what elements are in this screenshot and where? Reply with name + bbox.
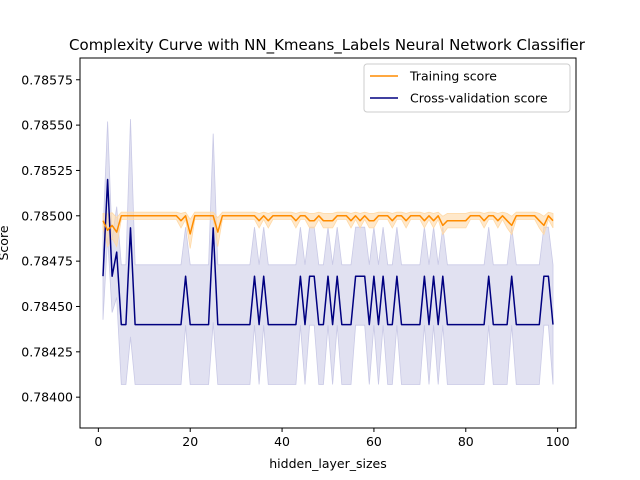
legend-label-training: Training score (409, 69, 497, 84)
legend-box (363, 63, 571, 113)
y-axis-label: Score (0, 225, 11, 260)
x-axis-label: hidden_layer_sizes (269, 456, 387, 471)
y-tick-label: 0.78425 (21, 344, 73, 359)
y-tick-label: 0.78575 (21, 72, 73, 87)
y-tick-label: 0.78550 (21, 118, 73, 133)
y-tick-label: 0.78500 (21, 208, 73, 223)
plot-frame (79, 57, 577, 429)
legend-label-cross-validation: Cross-validation score (410, 91, 548, 106)
series-line-cross-validation (102, 178, 554, 326)
y-tick-label: 0.78525 (21, 163, 73, 178)
x-tick-label: 80 (458, 434, 474, 449)
series-lines (102, 178, 554, 326)
chart-title: Complexity Curve with NN_Kmeans_Labels N… (69, 36, 586, 55)
std-bands (102, 119, 554, 385)
y-tick-label: 0.78400 (21, 390, 73, 405)
series-line-training (102, 215, 554, 235)
legend: Training score Cross-validation score (363, 63, 571, 113)
x-axis-ticks: 0 20 40 60 80 100 (94, 428, 570, 449)
y-axis-ticks: 0.78400 0.78425 0.78450 0.78475 0.78500 0.785… (21, 72, 80, 405)
x-tick-label: 0 (94, 434, 102, 449)
x-tick-label: 20 (182, 434, 198, 449)
std-band-cross-validation (102, 119, 554, 385)
y-tick-label: 0.78475 (21, 254, 73, 269)
x-tick-label: 100 (546, 434, 570, 449)
x-tick-label: 40 (274, 434, 290, 449)
y-tick-label: 0.78450 (21, 299, 73, 314)
x-tick-label: 60 (366, 434, 382, 449)
